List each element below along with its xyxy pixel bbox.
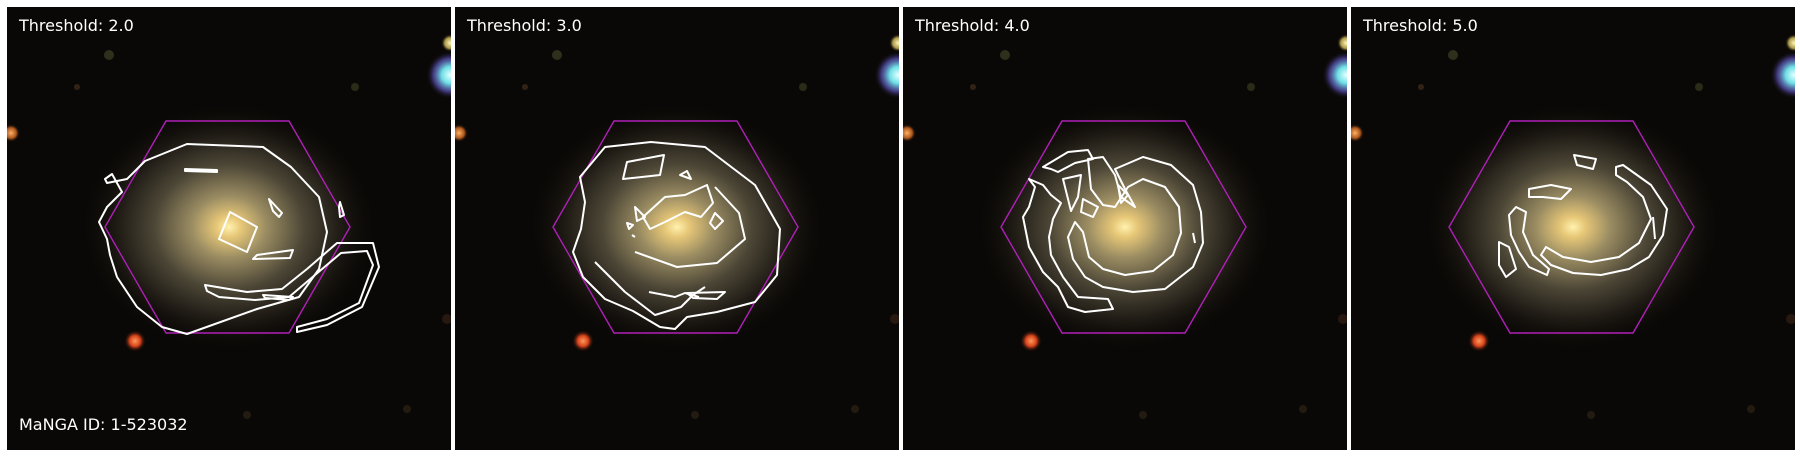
- threshold-label: Threshold: 4.0: [915, 16, 1030, 35]
- ifu-hexagon: [1000, 120, 1247, 334]
- threshold-label: Threshold: 3.0: [467, 16, 582, 35]
- image-panel-threshold-5: Threshold: 5.0: [1351, 7, 1795, 450]
- image-panel-threshold-2: Threshold: 2.0 MaNGA ID: 1-523032: [7, 7, 451, 450]
- contour-lines: [1498, 154, 1668, 278]
- image-panel-threshold-4: Threshold: 4.0: [903, 7, 1347, 450]
- ifu-hexagon: [104, 120, 351, 334]
- galaxy-image: [903, 7, 1347, 450]
- contour-lines: [98, 143, 380, 335]
- threshold-label: Threshold: 5.0: [1363, 16, 1478, 35]
- contour-lines: [572, 141, 781, 330]
- manga-id-label: MaNGA ID: 1-523032: [19, 415, 188, 434]
- galaxy-image: [455, 7, 899, 450]
- image-panel-threshold-3: Threshold: 3.0: [455, 7, 899, 450]
- galaxy-image: [1351, 7, 1795, 450]
- ifu-hexagon: [552, 120, 799, 334]
- contour-lines: [1022, 149, 1204, 313]
- galaxy-image: [7, 7, 451, 450]
- ifu-hexagon: [1448, 120, 1695, 334]
- threshold-label: Threshold: 2.0: [19, 16, 134, 35]
